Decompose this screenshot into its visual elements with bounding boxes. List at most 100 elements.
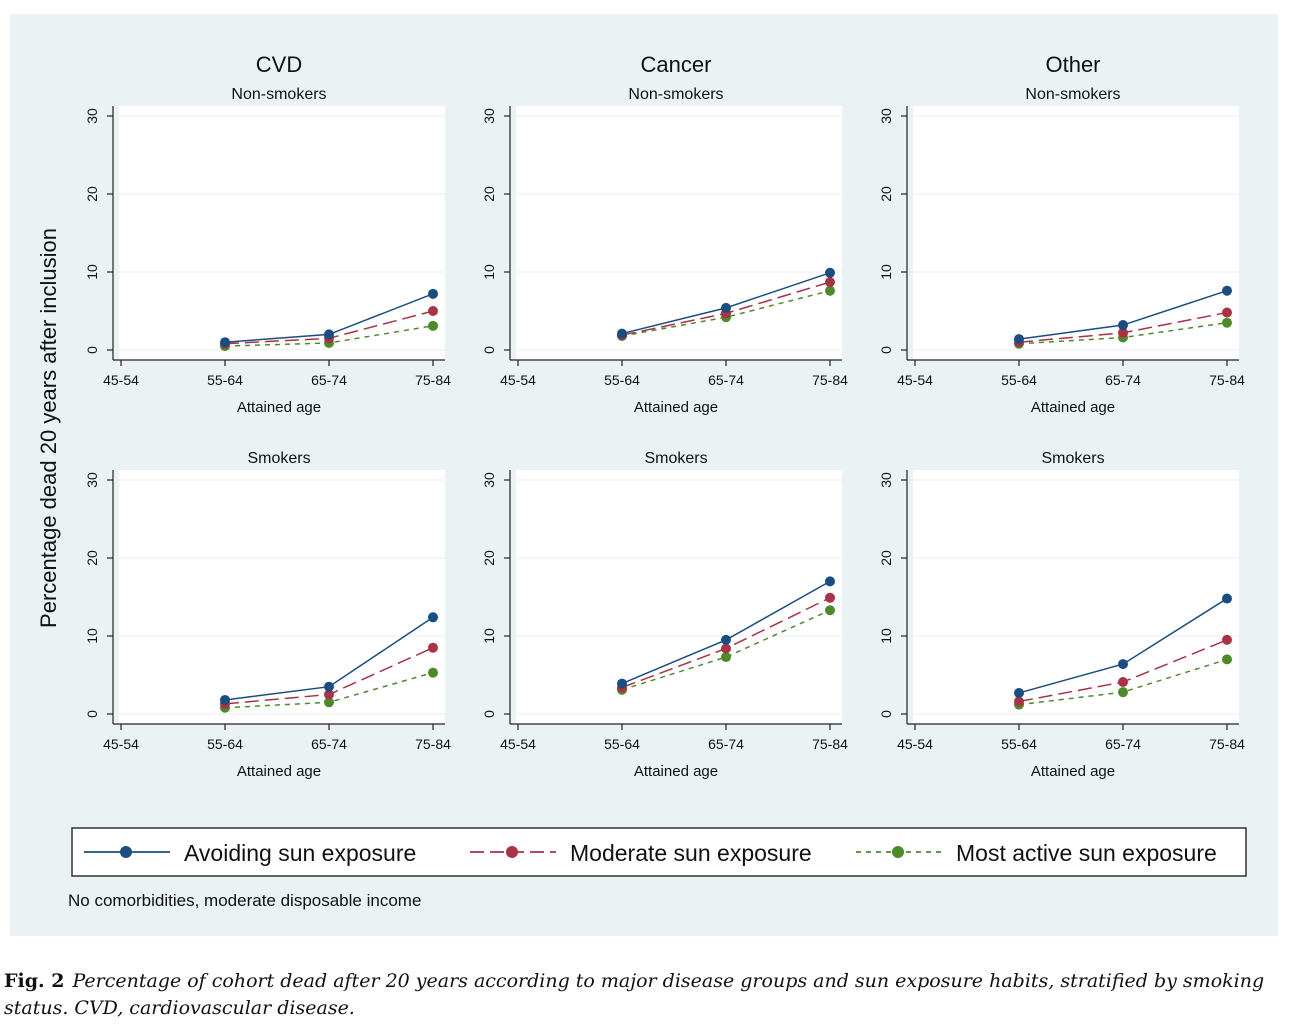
panel-subtitle: Non-smokers — [628, 86, 723, 103]
plot-area — [119, 470, 445, 724]
figure-caption: Fig. 2 Percentage of cohort dead after 20… — [4, 968, 1288, 1022]
legend-box — [71, 827, 1247, 877]
legend-marker — [120, 846, 132, 858]
y-tick-label: 20 — [84, 550, 100, 566]
data-point — [1222, 593, 1232, 604]
data-point — [1014, 696, 1024, 707]
x-tick-label: 75-84 — [812, 372, 848, 388]
y-axis-label: Percentage dead 20 years after inclusion — [36, 228, 61, 628]
data-point — [721, 634, 731, 645]
x-tick-label: 45-54 — [103, 372, 139, 388]
x-tick-label: 75-84 — [812, 736, 848, 752]
x-tick-label: 65-74 — [708, 372, 744, 388]
x-tick-label: 55-64 — [604, 736, 640, 752]
x-tick-label: 75-84 — [1209, 372, 1245, 388]
data-point — [1222, 654, 1232, 665]
panel-2: 0 10 20 30 45-54 55-64 65-74 75-84 Attained age N… — [481, 52, 848, 416]
plot-area — [119, 106, 445, 360]
panel-5: 0 10 20 30 45-54 55-64 65-74 75-84 Attained age S… — [481, 450, 848, 780]
data-point — [428, 667, 438, 678]
data-point — [428, 306, 438, 316]
panels: 0 10 20 30 45-54 55-64 65-74 75-84 Attained age N… — [84, 52, 1245, 780]
y-tick-label: 10 — [878, 264, 894, 280]
data-point — [220, 337, 230, 348]
x-axis-label: Attained age — [1031, 763, 1115, 780]
x-axis-label: Attained age — [634, 763, 718, 780]
plot-area — [913, 470, 1239, 724]
panel-subtitle: Smokers — [644, 450, 707, 467]
x-tick-label: 75-84 — [1209, 736, 1245, 752]
caption-label: Fig. 2 — [4, 970, 65, 992]
data-point — [324, 329, 334, 340]
x-tick-label: 65-74 — [1105, 372, 1141, 388]
y-tick-label: 10 — [84, 264, 100, 280]
y-tick-label: 0 — [84, 346, 100, 354]
y-tick-label: 0 — [481, 710, 497, 718]
data-point — [1222, 307, 1232, 318]
data-point — [428, 642, 438, 653]
x-tick-label: 45-54 — [897, 372, 933, 388]
caption-text: Percentage of cohort dead after 20 years… — [4, 970, 1265, 1019]
plot-area — [516, 106, 842, 360]
data-point — [1222, 634, 1232, 645]
panel-6: 0 10 20 30 45-54 55-64 65-74 75-84 Attained age S… — [878, 450, 1245, 780]
data-point — [825, 605, 835, 616]
y-tick-label: 30 — [481, 108, 497, 124]
chart-figure: 0 10 20 30 45-54 55-64 65-74 75-84 Attained age N… — [36, 52, 1247, 910]
footnote: No comorbidities, moderate disposable in… — [68, 891, 421, 910]
legend: Avoiding sun exposure Moderate sun exposu… — [71, 827, 1247, 877]
panel-subtitle: Smokers — [247, 450, 310, 467]
data-point — [617, 328, 627, 339]
legend-label: Avoiding sun exposure — [184, 840, 416, 866]
panel-subtitle: Smokers — [1041, 450, 1104, 467]
panel-subtitle: Non-smokers — [1025, 86, 1120, 103]
y-tick-label: 30 — [878, 472, 894, 488]
data-point — [1222, 285, 1232, 296]
plot-area — [516, 470, 842, 724]
x-tick-label: 75-84 — [415, 736, 451, 752]
x-tick-label: 65-74 — [1105, 736, 1141, 752]
x-tick-label: 55-64 — [1001, 736, 1037, 752]
data-point — [721, 652, 731, 663]
x-tick-label: 55-64 — [207, 372, 243, 388]
x-axis-label: Attained age — [634, 399, 718, 416]
data-point — [721, 643, 731, 654]
x-tick-label: 45-54 — [103, 736, 139, 752]
data-point — [428, 320, 438, 331]
panel-title: Other — [1045, 52, 1100, 77]
y-tick-label: 0 — [84, 710, 100, 718]
x-tick-label: 65-74 — [311, 372, 347, 388]
x-tick-label: 65-74 — [311, 736, 347, 752]
y-tick-label: 10 — [878, 628, 894, 644]
x-tick-label: 55-64 — [1001, 372, 1037, 388]
data-point — [825, 576, 835, 587]
x-tick-label: 75-84 — [415, 372, 451, 388]
data-point — [825, 285, 835, 296]
panel-subtitle: Non-smokers — [231, 86, 326, 103]
y-tick-label: 30 — [84, 108, 100, 124]
data-point — [1118, 677, 1128, 688]
data-point — [1118, 327, 1128, 338]
x-axis-label: Attained age — [1031, 399, 1115, 416]
x-tick-label: 65-74 — [708, 736, 744, 752]
panel-title: CVD — [256, 52, 302, 77]
x-tick-label: 45-54 — [500, 736, 536, 752]
y-tick-label: 30 — [878, 108, 894, 124]
legend-label: Moderate sun exposure — [570, 840, 812, 866]
data-point — [825, 277, 835, 288]
panel-3: 0 10 20 30 45-54 55-64 65-74 75-84 Attained age N… — [878, 52, 1245, 416]
panel-4: 0 10 20 30 45-54 55-64 65-74 75-84 Attained age S… — [84, 450, 451, 780]
data-point — [1222, 317, 1232, 328]
data-point — [617, 678, 627, 689]
x-tick-label: 45-54 — [500, 372, 536, 388]
data-point — [220, 694, 230, 705]
data-point — [324, 681, 334, 692]
data-point — [1118, 659, 1128, 670]
data-point — [1118, 320, 1128, 331]
data-point — [721, 302, 731, 313]
data-point — [324, 697, 334, 708]
legend-marker — [506, 846, 518, 858]
data-point — [428, 612, 438, 623]
legend-marker — [892, 846, 904, 858]
y-tick-label: 20 — [481, 550, 497, 566]
